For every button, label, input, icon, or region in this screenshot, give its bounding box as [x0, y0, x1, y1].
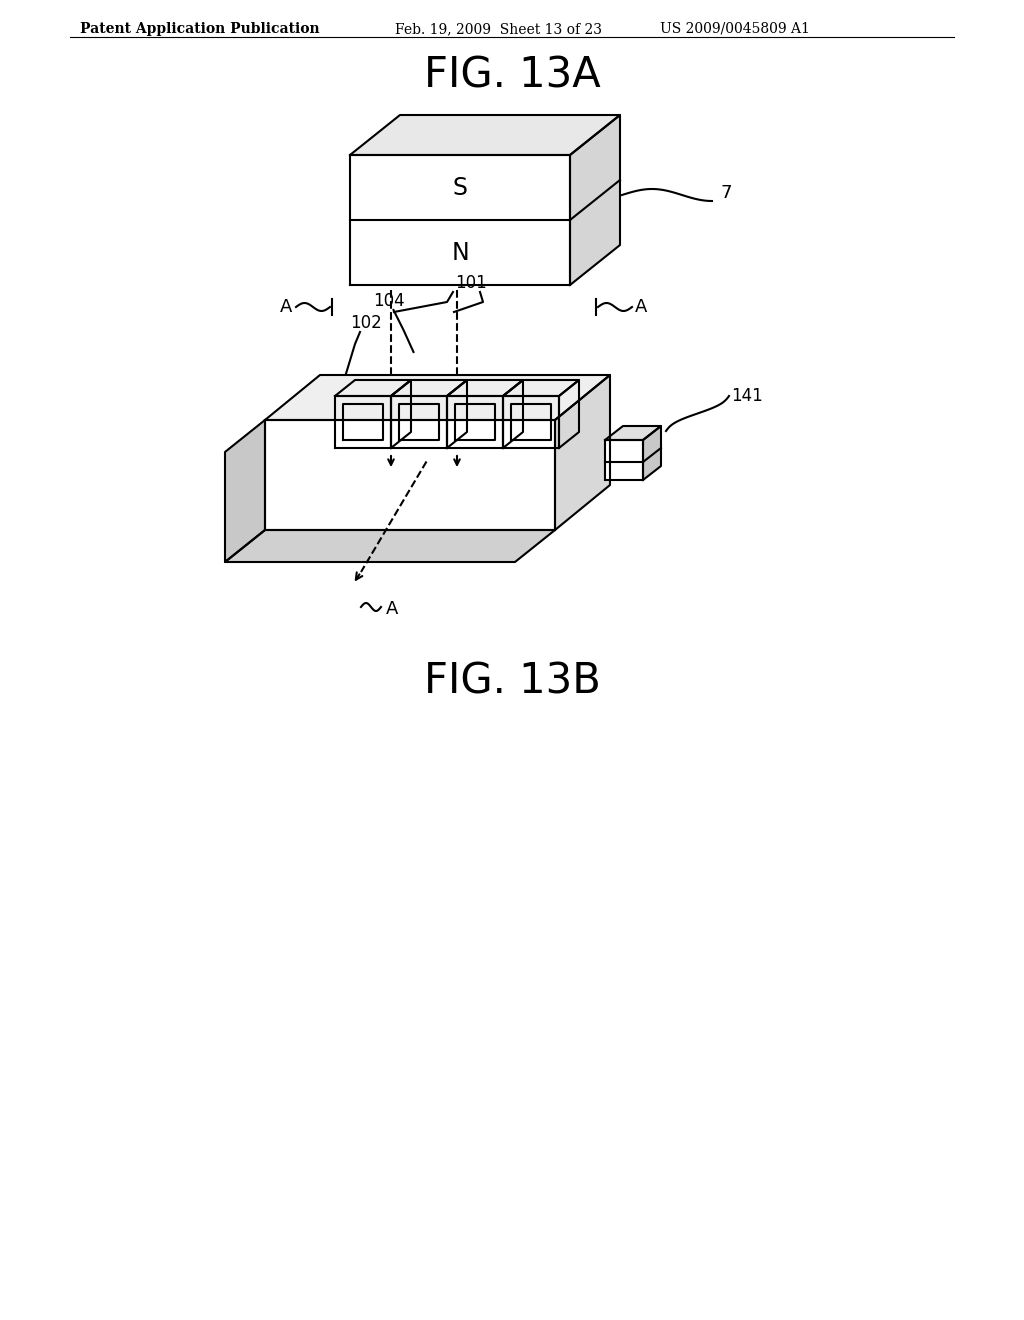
- Polygon shape: [447, 380, 523, 396]
- Text: US 2009/0045809 A1: US 2009/0045809 A1: [660, 22, 810, 36]
- Polygon shape: [455, 404, 495, 440]
- Polygon shape: [399, 404, 439, 440]
- Text: Patent Application Publication: Patent Application Publication: [80, 22, 319, 36]
- Polygon shape: [225, 531, 555, 562]
- Polygon shape: [570, 115, 620, 285]
- Polygon shape: [391, 380, 467, 396]
- Text: 101: 101: [455, 275, 486, 292]
- Polygon shape: [391, 380, 411, 447]
- Text: A: A: [280, 298, 292, 315]
- Text: FIG. 13B: FIG. 13B: [424, 660, 600, 702]
- Polygon shape: [503, 396, 559, 447]
- Text: A: A: [635, 298, 647, 315]
- Polygon shape: [265, 420, 555, 531]
- Text: 102: 102: [350, 314, 382, 333]
- Polygon shape: [265, 375, 610, 420]
- Polygon shape: [225, 420, 265, 562]
- Polygon shape: [555, 375, 610, 531]
- Polygon shape: [335, 380, 411, 396]
- Polygon shape: [503, 380, 579, 396]
- Polygon shape: [643, 426, 662, 480]
- Polygon shape: [343, 404, 383, 440]
- Text: 7: 7: [720, 183, 731, 202]
- Polygon shape: [605, 440, 643, 480]
- Text: A: A: [386, 601, 398, 618]
- Polygon shape: [511, 404, 551, 440]
- Polygon shape: [447, 396, 503, 447]
- Polygon shape: [605, 426, 662, 440]
- Polygon shape: [350, 154, 570, 285]
- Text: Feb. 19, 2009  Sheet 13 of 23: Feb. 19, 2009 Sheet 13 of 23: [395, 22, 602, 36]
- Polygon shape: [503, 380, 523, 447]
- Polygon shape: [447, 380, 467, 447]
- Polygon shape: [559, 380, 579, 447]
- Text: 141: 141: [731, 387, 763, 405]
- Text: S: S: [453, 176, 468, 201]
- Polygon shape: [350, 115, 620, 154]
- Polygon shape: [391, 396, 447, 447]
- Polygon shape: [335, 396, 391, 447]
- Text: FIG. 13A: FIG. 13A: [424, 55, 600, 96]
- Text: 104: 104: [373, 292, 404, 310]
- Text: N: N: [452, 242, 469, 265]
